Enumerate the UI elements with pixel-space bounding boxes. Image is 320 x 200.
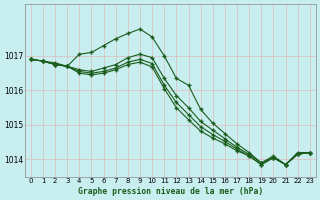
- X-axis label: Graphe pression niveau de la mer (hPa): Graphe pression niveau de la mer (hPa): [78, 187, 263, 196]
